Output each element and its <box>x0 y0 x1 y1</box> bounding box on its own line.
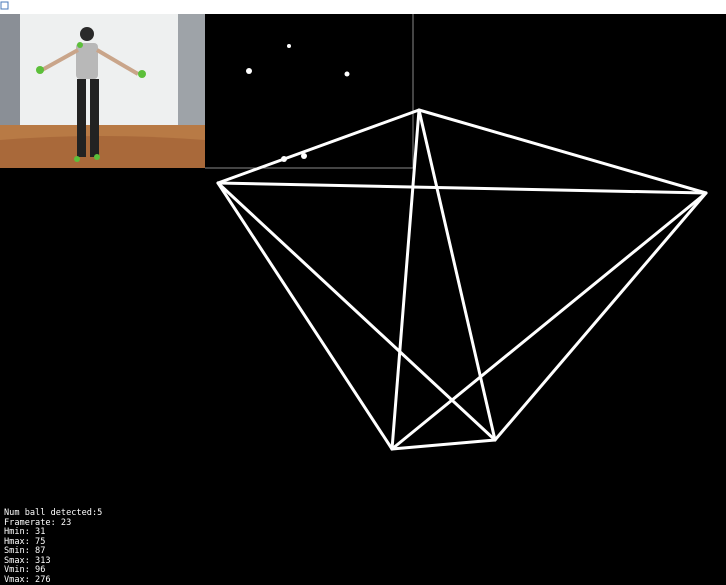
status-line: Vmax: 276 <box>4 576 102 585</box>
wireframe <box>218 110 706 449</box>
detection-frame <box>205 14 413 168</box>
camera-feed <box>0 14 205 168</box>
detected-balls <box>246 44 350 162</box>
